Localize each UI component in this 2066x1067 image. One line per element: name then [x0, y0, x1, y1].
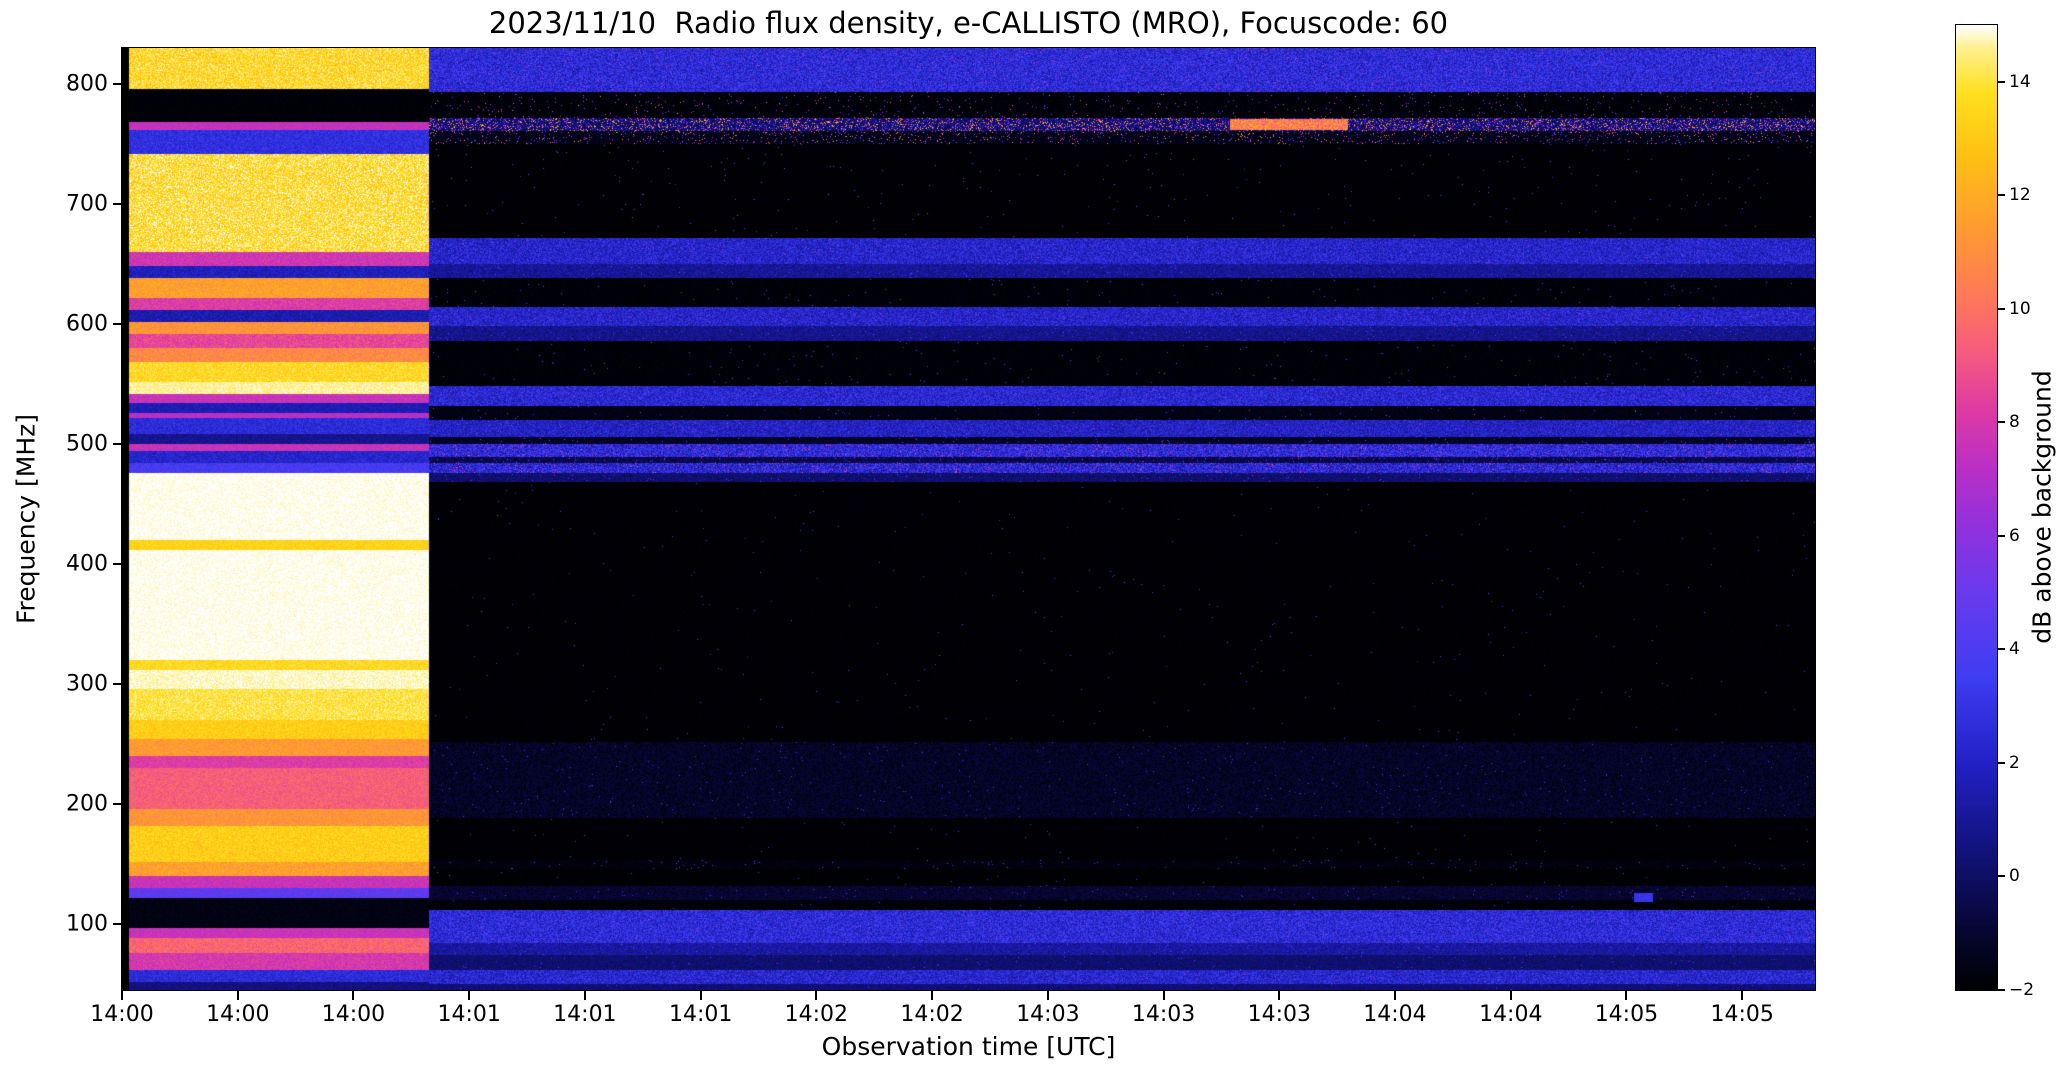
y-tick-label: 500 — [66, 431, 108, 457]
y-tick-mark — [113, 923, 122, 925]
x-tick-label: 14:00 — [206, 1002, 270, 1027]
colorbar-label: dB above background — [2027, 370, 2057, 644]
colorbar-tick-mark — [1998, 875, 2005, 878]
colorbar-tick-label: 0 — [2009, 866, 2020, 887]
x-tick-mark — [583, 991, 586, 1000]
x-tick-mark — [121, 991, 123, 1000]
y-tick-label: 100 — [66, 911, 108, 937]
x-tick-mark — [468, 991, 471, 1000]
colorbar-tick-label: 6 — [2009, 525, 2020, 546]
x-tick-mark — [931, 991, 934, 1000]
x-tick-mark — [352, 991, 355, 1000]
colorbar-tick-label: 4 — [2009, 639, 2020, 660]
x-tick-mark — [1162, 991, 1165, 1000]
y-axis-label: Frequency [MHz] — [11, 413, 41, 625]
x-tick-label: 14:03 — [1247, 1002, 1312, 1027]
colorbar-tick-mark — [1998, 421, 2005, 424]
chart-title: 2023/11/10 Radio flux density, e-CALLIST… — [488, 6, 1449, 40]
x-tick-label: 14:04 — [1479, 1002, 1543, 1027]
y-tick-mark — [113, 563, 122, 565]
x-tick-label: 14:02 — [784, 1002, 848, 1027]
y-tick-mark — [113, 803, 122, 805]
x-tick-label: 14:01 — [668, 1002, 733, 1027]
y-tick-mark — [113, 443, 122, 445]
y-tick-label: 300 — [66, 671, 108, 697]
colorbar — [1955, 24, 1998, 991]
x-tick-mark — [1393, 991, 1396, 1000]
x-tick-label: 14:01 — [437, 1002, 501, 1027]
x-tick-mark — [1046, 991, 1049, 1000]
colorbar-tick-mark — [1998, 761, 2005, 764]
y-tick-mark — [113, 323, 122, 325]
colorbar-tick-mark — [1998, 307, 2005, 310]
y-tick-mark — [113, 203, 122, 205]
x-tick-label: 14:05 — [1594, 1002, 1659, 1027]
x-tick-mark — [236, 991, 239, 1000]
x-tick-mark — [1509, 991, 1512, 1000]
plot-area — [121, 47, 1816, 991]
colorbar-tick-label: −2 — [2009, 980, 2035, 1000]
x-tick-mark — [1278, 991, 1281, 1000]
x-tick-label: 14:00 — [90, 1002, 154, 1027]
y-tick-mark — [113, 83, 122, 85]
x-tick-mark — [1625, 991, 1628, 1000]
y-tick-label: 600 — [66, 311, 108, 337]
x-tick-label: 14:02 — [900, 1002, 964, 1027]
x-tick-label: 14:04 — [1363, 1002, 1427, 1027]
x-tick-label: 14:05 — [1710, 1002, 1774, 1027]
colorbar-tick-mark — [1998, 534, 2005, 537]
colorbar-tick-mark — [1998, 194, 2005, 197]
x-tick-label: 14:03 — [1131, 1002, 1196, 1027]
x-tick-mark — [815, 991, 818, 1000]
y-tick-label: 400 — [66, 551, 108, 577]
y-tick-label: 700 — [66, 191, 108, 217]
colorbar-canvas — [1956, 25, 1997, 990]
colorbar-tick-label: 2 — [2009, 752, 2020, 773]
x-tick-mark — [1741, 991, 1744, 1000]
colorbar-tick-label: 12 — [2009, 185, 2031, 206]
x-tick-label: 14:01 — [553, 1002, 617, 1027]
x-axis-label: Observation time [UTC] — [821, 1032, 1116, 1061]
x-tick-label: 14:00 — [321, 1002, 386, 1027]
x-tick-mark — [699, 991, 702, 1000]
colorbar-tick-label: 14 — [2009, 71, 2031, 92]
spectrogram-canvas — [122, 48, 1815, 990]
colorbar-tick-mark — [1998, 989, 2005, 991]
x-tick-label: 14:03 — [1016, 1002, 1080, 1027]
colorbar-tick-label: 10 — [2009, 298, 2031, 319]
y-tick-label: 800 — [66, 71, 108, 97]
colorbar-tick-label: 8 — [2009, 412, 2020, 433]
colorbar-tick-mark — [1998, 80, 2005, 83]
y-tick-label: 200 — [66, 791, 108, 817]
colorbar-tick-mark — [1998, 648, 2005, 651]
y-tick-mark — [113, 683, 122, 685]
